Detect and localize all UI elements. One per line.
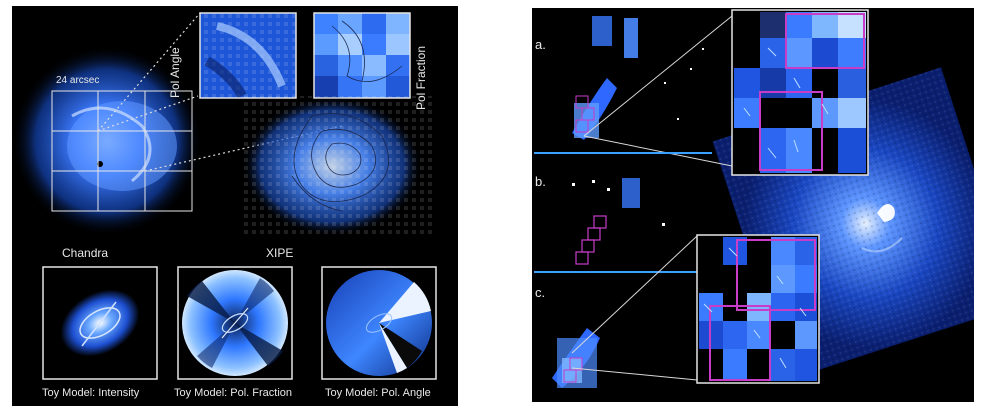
label-b: b. — [535, 174, 546, 189]
toy-intensity-label: Toy Model: Intensity — [42, 387, 140, 399]
xipe-label: XIPE — [266, 246, 294, 260]
toy-angle-label: Toy Model: Pol. Angle — [325, 387, 431, 399]
left-panel-graphics — [12, 12, 437, 380]
figure-panel-left: 24 arcsec Pol Angle Pol Fraction Chandra… — [12, 6, 458, 406]
chandra-grid — [51, 90, 193, 212]
right-panel-graphics — [534, 9, 974, 388]
pol-angle-label: Pol Angle — [168, 47, 182, 98]
scale-label: 24 arcsec — [56, 75, 100, 86]
label-c: c. — [535, 285, 546, 300]
chandra-label: Chandra — [62, 246, 109, 260]
pol-fraction-inset — [313, 12, 411, 99]
figure-panel-right: a. b. c. — [532, 8, 974, 402]
pol-fraction-label: Pol Fraction — [414, 45, 428, 110]
toy-angle-panel — [321, 266, 437, 380]
label-a: a. — [535, 37, 546, 52]
toy-fraction-panel — [177, 266, 293, 380]
toy-intensity-panel — [42, 266, 158, 380]
inset-a — [731, 9, 869, 176]
inset-c — [696, 234, 820, 384]
toy-fraction-label: Toy Model: Pol. Fraction — [174, 387, 292, 399]
